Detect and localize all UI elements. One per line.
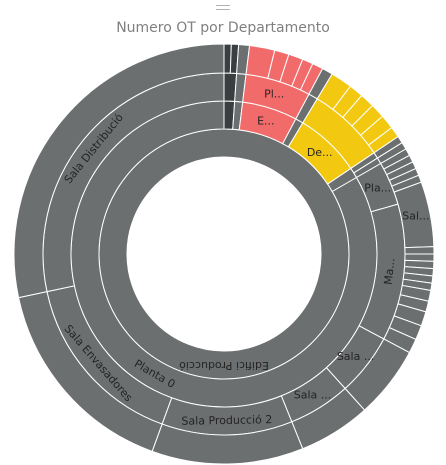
ring4-segment[interactable]: [404, 246, 435, 255]
ring4-segment[interactable]: [13, 43, 225, 299]
chart-title: Numero OT por Departamento: [116, 20, 330, 36]
visual-header: [0, 0, 446, 15]
ring1-segment[interactable]: [98, 128, 350, 380]
drag-grip-icon[interactable]: [216, 5, 230, 10]
